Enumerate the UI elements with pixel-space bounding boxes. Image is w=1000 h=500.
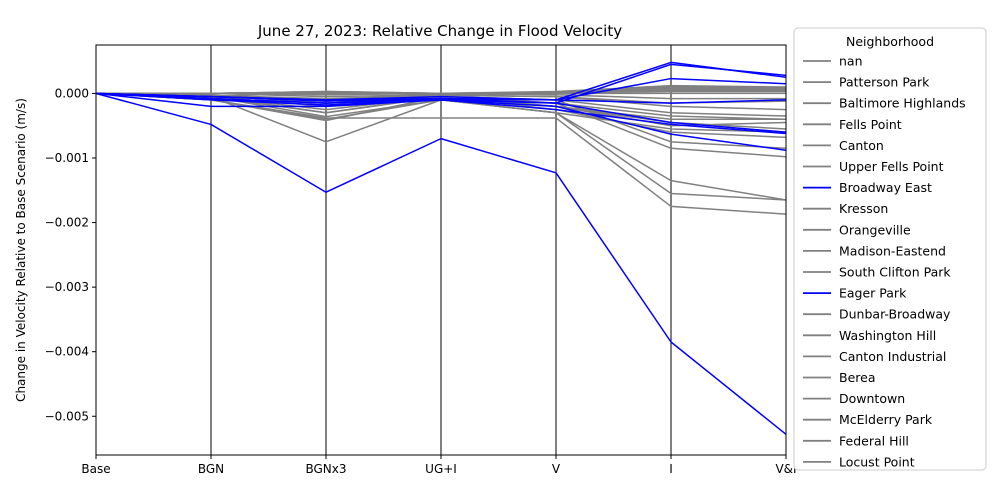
y-ticks: 0.000 −0.001 −0.002 −0.003 −0.004 −0.005 <box>45 86 96 423</box>
legend-label: Washington Hill <box>839 328 936 343</box>
legend-label: Orangeville <box>839 222 911 237</box>
y-tick-label: −0.002 <box>45 216 89 230</box>
legend-label: Fells Point <box>839 117 902 132</box>
y-tick-label: −0.004 <box>45 345 89 359</box>
legend-label: Madison-Eastend <box>839 243 946 258</box>
extra-series-line-5 <box>96 92 786 104</box>
legend-label: Eager Park <box>839 286 907 301</box>
y-tick-label: 0.000 <box>55 86 89 100</box>
legend-label: nan <box>839 54 863 69</box>
y-axis-label: Change in Velocity Relative to Base Scen… <box>14 98 28 402</box>
y-tick-label: −0.001 <box>45 151 89 165</box>
legend-items: nan Patterson Park Baltimore Highlands Fell… <box>803 54 966 469</box>
legend-label: South Clifton Park <box>839 265 951 280</box>
legend-label: Locust Point <box>839 454 915 469</box>
legend-label: Downtown <box>839 391 905 406</box>
y-tick-label: −0.005 <box>45 409 89 423</box>
legend-label: Dunbar-Broadway <box>839 307 951 322</box>
legend-title: Neighborhood <box>846 34 934 49</box>
legend-label: Broadway East <box>839 180 932 195</box>
series-line-eager-park <box>96 92 786 151</box>
legend-label: Patterson Park <box>839 75 930 90</box>
x-tick-label: BGN <box>198 462 224 476</box>
series-line-broadway-east <box>96 92 786 435</box>
legend-label: Upper Fells Point <box>839 159 944 174</box>
legend-label: Berea <box>839 370 875 385</box>
x-tick-label: UG+I <box>425 462 457 476</box>
series-lines <box>96 61 786 435</box>
legend-label: Baltimore Highlands <box>839 96 966 111</box>
x-tick-label: V <box>552 462 561 476</box>
y-tick-label: −0.003 <box>45 280 89 294</box>
legend-label: Federal Hill <box>839 433 909 448</box>
x-tick-label: V&I <box>775 462 796 476</box>
legend: Neighborhood nan Patterson Park Baltimore … <box>793 27 987 471</box>
legend-box <box>793 27 987 471</box>
x-tick-label: BGNx3 <box>305 462 346 476</box>
x-ticks: Base BGN BGNx3 UG+I V I V&I <box>81 455 797 476</box>
series-line-locust-point <box>96 89 786 95</box>
chart-title: June 27, 2023: Relative Change in Flood … <box>257 22 622 40</box>
legend-label: Kresson <box>839 201 888 216</box>
legend-label: Canton Industrial <box>839 349 946 364</box>
x-tick-label: I <box>669 462 673 476</box>
legend-label: Canton <box>839 138 884 153</box>
x-tick-label: Base <box>81 462 110 476</box>
legend-label: McElderry Park <box>839 412 933 427</box>
